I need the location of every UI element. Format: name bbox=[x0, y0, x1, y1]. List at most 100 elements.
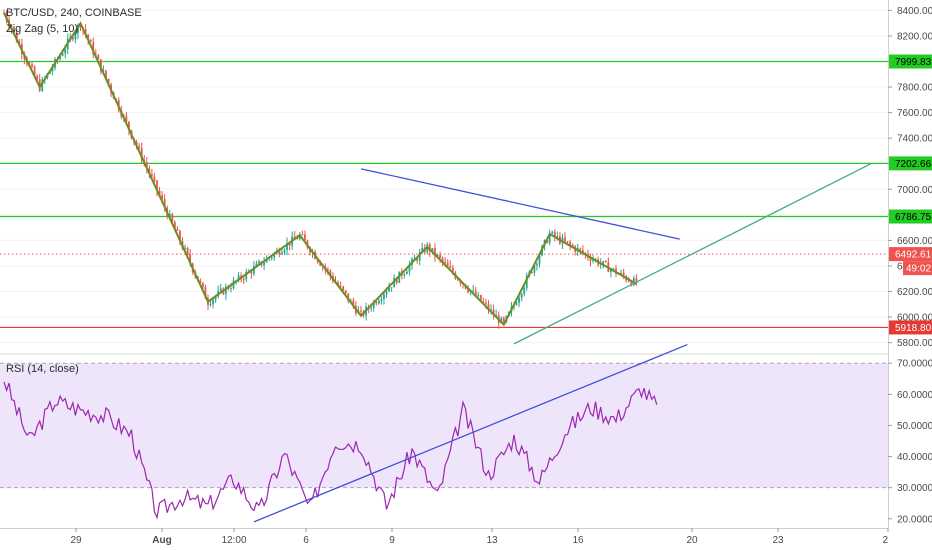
candle-body bbox=[538, 255, 541, 264]
candle-body bbox=[92, 41, 95, 55]
candle-body bbox=[523, 287, 526, 294]
candle-body bbox=[33, 66, 36, 77]
candle-body bbox=[273, 253, 276, 258]
rsi-axis[interactable]: 70.0000 60.0000 50.0000 40.0000 30.0000 20.00… bbox=[888, 359, 932, 526]
candle-body bbox=[59, 55, 61, 60]
candle-body bbox=[500, 317, 503, 324]
candle-body bbox=[186, 247, 189, 255]
candle-body bbox=[477, 295, 480, 297]
ascending-trendline[interactable] bbox=[513, 163, 872, 345]
time-tick-label: 6 bbox=[303, 535, 309, 546]
candle-body bbox=[344, 290, 347, 294]
candle-body bbox=[502, 317, 505, 323]
price-pane[interactable] bbox=[0, 0, 888, 352]
candle-body bbox=[347, 293, 350, 301]
candle-body bbox=[520, 293, 523, 298]
candle-body bbox=[566, 241, 569, 243]
candle-body bbox=[571, 245, 574, 247]
candle-body bbox=[403, 274, 406, 276]
time-tick-label: 13 bbox=[486, 535, 498, 546]
price-tick-label: 7000.00 bbox=[897, 185, 932, 196]
zigzag-line bbox=[3, 12, 637, 327]
time-tick-label: 12:00 bbox=[221, 535, 246, 546]
candle-body bbox=[189, 254, 192, 264]
candle-body bbox=[51, 67, 54, 72]
candle-body bbox=[579, 248, 582, 250]
candle-body bbox=[390, 287, 393, 289]
price-level-tag bbox=[889, 156, 932, 171]
candle-body bbox=[199, 280, 202, 283]
candle-body bbox=[564, 237, 566, 242]
time-axis[interactable]: 29 Aug 12:00 6 9 13 16 20 23 2 bbox=[70, 528, 889, 546]
candle-body bbox=[426, 244, 429, 253]
price-tick-label: 6200.00 bbox=[897, 287, 932, 298]
price-level-tag bbox=[889, 54, 932, 69]
candle-body bbox=[304, 234, 306, 241]
candle-body bbox=[329, 270, 332, 276]
candle-body bbox=[258, 261, 260, 264]
candle-body bbox=[408, 264, 411, 272]
candle-body bbox=[449, 265, 452, 268]
candle-body bbox=[163, 199, 166, 208]
candle-body bbox=[36, 76, 39, 80]
symbol-title[interactable]: BTC/USD, 240, COINBASE bbox=[6, 7, 142, 19]
candle-body bbox=[301, 234, 304, 236]
candle-body bbox=[230, 288, 232, 290]
candle-body bbox=[383, 294, 385, 299]
candle-body bbox=[281, 252, 283, 255]
rsi-legend[interactable]: RSI (14, close) bbox=[6, 363, 79, 375]
descending-trendline[interactable] bbox=[360, 168, 680, 240]
candle-body bbox=[158, 190, 161, 196]
rsi-tick-label: 40.0000 bbox=[897, 452, 932, 463]
candle-body bbox=[107, 78, 110, 85]
candle-body bbox=[352, 300, 355, 306]
candle-body bbox=[620, 272, 622, 274]
rsi-tick-label: 70.0000 bbox=[897, 359, 932, 370]
candle-body bbox=[176, 229, 179, 231]
candle-body bbox=[179, 230, 181, 242]
price-tick-label: 6000.00 bbox=[897, 313, 932, 324]
candle-body bbox=[451, 267, 454, 274]
time-tick-label: 9 bbox=[389, 535, 395, 546]
candle-body bbox=[31, 64, 33, 67]
candle-body bbox=[286, 242, 288, 251]
candle-body bbox=[627, 280, 630, 282]
candle-body bbox=[395, 277, 398, 283]
rsi-tick-label: 20.0000 bbox=[897, 514, 932, 525]
candle-body bbox=[74, 33, 77, 40]
candle-body bbox=[13, 29, 16, 33]
candle-body bbox=[446, 262, 449, 266]
candle-body bbox=[263, 262, 265, 266]
candle-body bbox=[219, 288, 222, 291]
time-tick-label: 2 bbox=[882, 535, 888, 546]
time-tick-label: 20 bbox=[686, 535, 698, 546]
candle-body bbox=[250, 271, 253, 274]
candle-body bbox=[553, 231, 556, 237]
candle-body bbox=[242, 279, 245, 281]
candle-body bbox=[245, 271, 248, 280]
candle-body bbox=[145, 162, 148, 169]
candle-body bbox=[204, 287, 207, 299]
price-tick-label: 5800.00 bbox=[897, 338, 932, 349]
candle-body bbox=[202, 282, 204, 288]
candle-body bbox=[377, 300, 380, 304]
candle-body bbox=[421, 247, 424, 253]
candle-body bbox=[385, 291, 388, 295]
candle-body bbox=[168, 213, 171, 217]
candle-body bbox=[138, 146, 141, 148]
candle-body bbox=[467, 288, 469, 292]
price-grid bbox=[0, 9, 888, 344]
candle-body bbox=[434, 247, 436, 257]
zigzag-legend[interactable]: Zig Zag (5, 10) bbox=[6, 23, 78, 35]
rsi-pane[interactable] bbox=[0, 343, 888, 526]
candle-body bbox=[342, 286, 345, 291]
candle-body bbox=[89, 40, 92, 42]
time-tick-label: 16 bbox=[572, 535, 584, 546]
price-pane-bg bbox=[0, 0, 888, 352]
rsi-tick-label: 50.0000 bbox=[897, 421, 932, 432]
candle-body bbox=[296, 238, 299, 240]
countdown-label: 49:02 bbox=[906, 264, 931, 275]
rsi-trendline[interactable] bbox=[253, 343, 688, 523]
candle-body bbox=[492, 309, 495, 316]
